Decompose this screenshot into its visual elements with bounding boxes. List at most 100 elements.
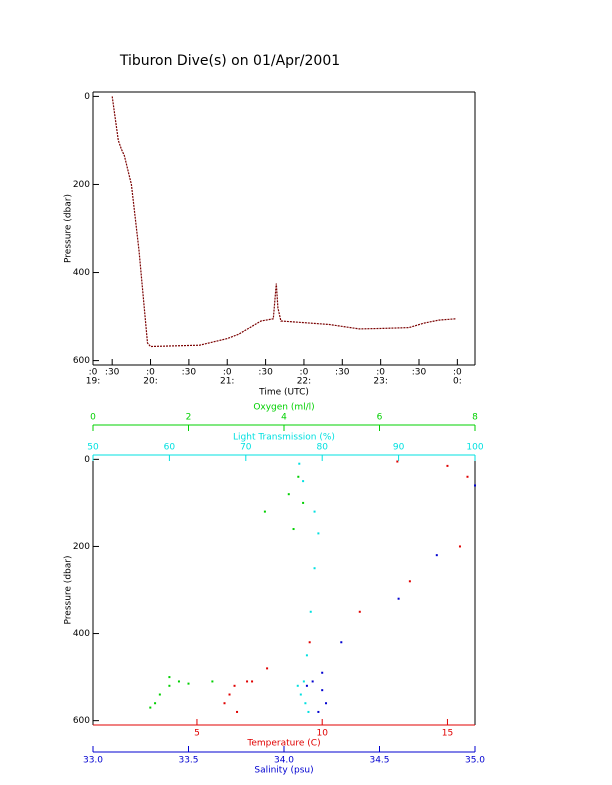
x-tick-label: 35.0 [465, 756, 485, 766]
data-point [325, 702, 328, 705]
x-tick-label: 60 [164, 443, 176, 453]
x-tick-label: :0 [300, 368, 309, 378]
x-tick-hour: 21: [220, 377, 234, 387]
x-tick-label: :30 [335, 368, 350, 378]
data-point [177, 680, 180, 683]
data-point [466, 475, 469, 478]
x-axis-label: Light Transmission (%) [233, 433, 335, 443]
x-tick-hour: 23: [373, 377, 387, 387]
data-point [228, 693, 231, 696]
data-point [223, 702, 226, 705]
x-tick-label: :0 [89, 368, 98, 378]
data-point [321, 689, 324, 692]
data-point [149, 706, 152, 709]
data-point [458, 545, 461, 548]
y-tick-label: 0 [84, 92, 90, 102]
data-point [187, 682, 190, 685]
y-tick-label: 600 [73, 356, 90, 366]
data-point [302, 480, 305, 483]
x-tick-hour: 19: [86, 377, 100, 387]
data-point [154, 702, 157, 705]
y-tick-label: 400 [73, 268, 90, 278]
x-tick-label: 33.5 [178, 756, 198, 766]
data-point [266, 667, 269, 670]
title: Tiburon Dive(s) on 01/Apr/2001 [119, 53, 340, 69]
data-point [307, 710, 310, 713]
y-axis-label: Pressure (dbar) [64, 556, 74, 625]
data-point [296, 684, 299, 687]
x-tick-label: :0 [146, 368, 155, 378]
data-point [313, 510, 316, 513]
x-tick-label: 5 [194, 729, 200, 739]
data-point [446, 464, 449, 467]
data-point [474, 484, 476, 487]
data-point [236, 710, 239, 713]
x-tick-label: 90 [393, 443, 405, 453]
data-point [158, 693, 161, 696]
data-point [302, 680, 305, 683]
data-point [305, 654, 308, 657]
data-point [302, 501, 305, 504]
x-tick-label: 34.0 [274, 756, 294, 766]
y-tick-label: 200 [73, 180, 90, 190]
x-axis-label: Salinity (psu) [254, 766, 313, 776]
data-point [317, 710, 320, 713]
data-point [263, 510, 266, 513]
x-tick-label: 33.0 [83, 756, 103, 766]
pressure-line [111, 96, 456, 348]
x-tick-label: :30 [258, 368, 273, 378]
data-point [313, 567, 316, 570]
data-point [340, 641, 343, 644]
data-point [408, 580, 411, 583]
data-point [287, 493, 290, 496]
data-point [305, 684, 308, 687]
x-tick-label: :30 [105, 368, 120, 378]
data-point [299, 693, 302, 696]
data-point [435, 554, 438, 557]
data-point [297, 475, 300, 478]
data-point [168, 684, 171, 687]
data-point [233, 684, 236, 687]
data-point [304, 702, 307, 705]
data-point [308, 641, 311, 644]
data-point [358, 610, 361, 613]
x-tick-label: 0 [90, 413, 96, 423]
y-axis-label: Pressure (dbar) [64, 194, 74, 263]
data-point [397, 597, 400, 600]
data-point [309, 610, 312, 613]
x-tick-label: 6 [377, 413, 383, 423]
x-tick-label: :0 [453, 368, 462, 378]
x-tick-label: 15 [442, 729, 453, 739]
y-tick-label: 600 [73, 716, 90, 726]
data-point [317, 532, 320, 535]
x-axis-label: Temperature (C) [246, 739, 320, 749]
data-point [251, 680, 254, 683]
x-tick-hour: 20: [143, 377, 157, 387]
y-tick-label: 400 [73, 629, 90, 639]
x-tick-label: :30 [412, 368, 427, 378]
x-tick-label: 34.5 [369, 756, 389, 766]
x-tick-label: 2 [186, 413, 192, 423]
x-axis-label: Oxygen (ml/l) [253, 403, 314, 413]
x-tick-label: :0 [376, 368, 385, 378]
data-point [396, 460, 399, 463]
x-tick-label: 80 [316, 443, 328, 453]
data-point [298, 462, 301, 465]
x-tick-label: :30 [182, 368, 197, 378]
y-tick-label: 200 [73, 542, 90, 552]
data-point [321, 671, 324, 674]
data-point [311, 680, 314, 683]
x-tick-label: 10 [316, 729, 328, 739]
x-tick-hour: 0: [453, 377, 462, 387]
y-tick-label: 0 [84, 455, 90, 465]
x-tick-label: 70 [240, 443, 252, 453]
data-point [168, 676, 171, 679]
x-tick-label: :0 [223, 368, 232, 378]
x-tick-label: 50 [87, 443, 99, 453]
x-axis-label: Time (UTC) [258, 388, 309, 398]
x-tick-label: 4 [281, 413, 287, 423]
x-tick-hour: 22: [297, 377, 311, 387]
data-point [246, 680, 249, 683]
data-point [292, 528, 295, 531]
